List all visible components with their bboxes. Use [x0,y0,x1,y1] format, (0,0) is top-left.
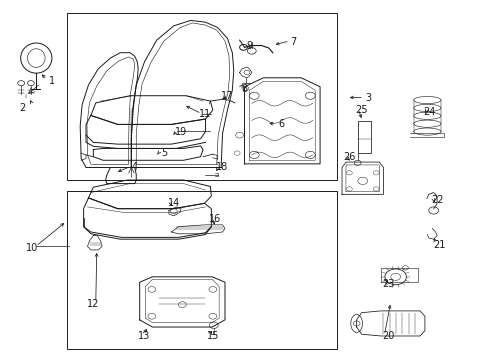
Text: 1: 1 [49,76,55,86]
Text: 17: 17 [221,91,233,101]
Text: 9: 9 [246,41,252,50]
Text: 12: 12 [87,299,100,309]
Text: 8: 8 [241,84,247,94]
Text: 11: 11 [199,109,211,119]
Text: 22: 22 [430,195,443,205]
Text: 16: 16 [209,215,221,224]
Bar [66,13,336,180]
Text: 20: 20 [382,331,394,341]
Text: 25: 25 [355,105,367,115]
Text: 2: 2 [20,103,26,113]
Text: 26: 26 [343,152,355,162]
Text: 4: 4 [131,162,138,172]
Text: 19: 19 [175,127,187,136]
Text: 3: 3 [365,93,371,103]
Text: 18: 18 [216,162,228,172]
Bar [357,121,370,153]
Text: 14: 14 [167,198,180,208]
Text: 15: 15 [206,331,219,341]
Text: 10: 10 [26,243,39,253]
Text: 6: 6 [278,120,284,129]
Text: 5: 5 [161,148,167,158]
Text: 23: 23 [382,279,394,289]
Text: 7: 7 [289,37,296,47]
Bar [66,191,336,348]
Text: 21: 21 [432,239,445,249]
Text: 13: 13 [138,331,150,341]
Text: 24: 24 [423,107,435,117]
